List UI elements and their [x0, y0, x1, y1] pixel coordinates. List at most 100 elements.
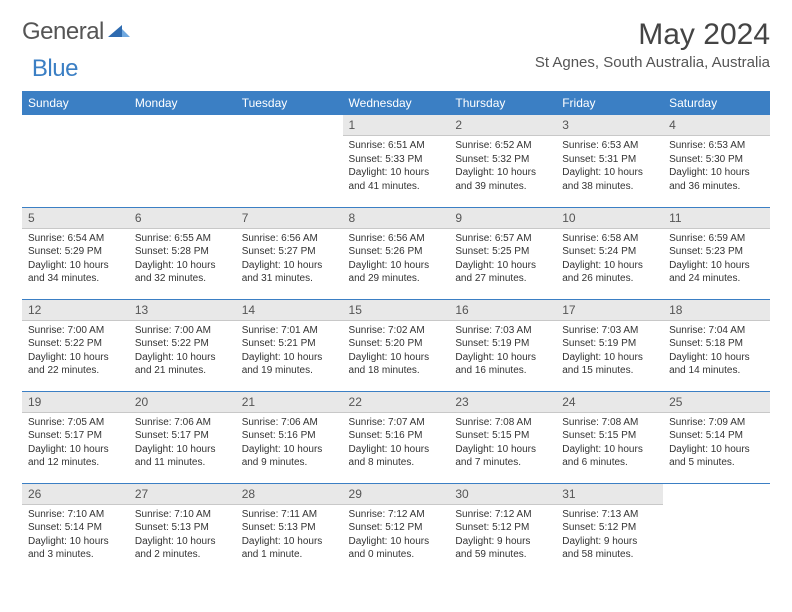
- calendar-cell: 7Sunrise: 6:56 AMSunset: 5:27 PMDaylight…: [236, 207, 343, 299]
- day-details: Sunrise: 7:08 AMSunset: 5:15 PMDaylight:…: [449, 413, 556, 474]
- day-details: Sunrise: 6:53 AMSunset: 5:31 PMDaylight:…: [556, 136, 663, 197]
- brand-word1: General: [22, 18, 104, 46]
- day-number: 13: [129, 300, 236, 321]
- calendar-cell: 8Sunrise: 6:56 AMSunset: 5:26 PMDaylight…: [343, 207, 450, 299]
- day-details: Sunrise: 7:03 AMSunset: 5:19 PMDaylight:…: [449, 321, 556, 382]
- day-details: Sunrise: 6:57 AMSunset: 5:25 PMDaylight:…: [449, 229, 556, 290]
- day-details: Sunrise: 7:00 AMSunset: 5:22 PMDaylight:…: [129, 321, 236, 382]
- day-number: 15: [343, 300, 450, 321]
- day-details: Sunrise: 7:11 AMSunset: 5:13 PMDaylight:…: [236, 505, 343, 566]
- calendar-cell: [129, 115, 236, 207]
- calendar-cell: 24Sunrise: 7:08 AMSunset: 5:15 PMDayligh…: [556, 391, 663, 483]
- day-number: 14: [236, 300, 343, 321]
- day-header: Saturday: [663, 91, 770, 115]
- day-number: 18: [663, 300, 770, 321]
- day-details: Sunrise: 7:06 AMSunset: 5:16 PMDaylight:…: [236, 413, 343, 474]
- calendar-cell: 22Sunrise: 7:07 AMSunset: 5:16 PMDayligh…: [343, 391, 450, 483]
- calendar-week-row: 12Sunrise: 7:00 AMSunset: 5:22 PMDayligh…: [22, 299, 770, 391]
- calendar-cell: 26Sunrise: 7:10 AMSunset: 5:14 PMDayligh…: [22, 483, 129, 575]
- day-number: 27: [129, 484, 236, 505]
- day-details: Sunrise: 7:13 AMSunset: 5:12 PMDaylight:…: [556, 505, 663, 566]
- brand-mark-icon: [108, 18, 130, 46]
- day-details: Sunrise: 7:03 AMSunset: 5:19 PMDaylight:…: [556, 321, 663, 382]
- month-title: May 2024: [535, 18, 770, 52]
- day-details: Sunrise: 7:08 AMSunset: 5:15 PMDaylight:…: [556, 413, 663, 474]
- day-details: Sunrise: 6:51 AMSunset: 5:33 PMDaylight:…: [343, 136, 450, 197]
- day-number: 1: [343, 115, 450, 136]
- calendar-week-row: 19Sunrise: 7:05 AMSunset: 5:17 PMDayligh…: [22, 391, 770, 483]
- day-number: 7: [236, 208, 343, 229]
- calendar-cell: [22, 115, 129, 207]
- calendar-cell: 15Sunrise: 7:02 AMSunset: 5:20 PMDayligh…: [343, 299, 450, 391]
- day-number: 12: [22, 300, 129, 321]
- calendar-week-row: 5Sunrise: 6:54 AMSunset: 5:29 PMDaylight…: [22, 207, 770, 299]
- calendar-cell: 18Sunrise: 7:04 AMSunset: 5:18 PMDayligh…: [663, 299, 770, 391]
- calendar-cell: 23Sunrise: 7:08 AMSunset: 5:15 PMDayligh…: [449, 391, 556, 483]
- day-details: Sunrise: 7:10 AMSunset: 5:13 PMDaylight:…: [129, 505, 236, 566]
- calendar-cell: 6Sunrise: 6:55 AMSunset: 5:28 PMDaylight…: [129, 207, 236, 299]
- day-number: 16: [449, 300, 556, 321]
- calendar-cell: 20Sunrise: 7:06 AMSunset: 5:17 PMDayligh…: [129, 391, 236, 483]
- title-block: May 2024 St Agnes, South Australia, Aust…: [535, 18, 770, 77]
- day-details: Sunrise: 7:12 AMSunset: 5:12 PMDaylight:…: [449, 505, 556, 566]
- calendar-header-row: SundayMondayTuesdayWednesdayThursdayFrid…: [22, 91, 770, 115]
- location-text: St Agnes, South Australia, Australia: [535, 54, 770, 71]
- day-header: Monday: [129, 91, 236, 115]
- calendar-cell: 30Sunrise: 7:12 AMSunset: 5:12 PMDayligh…: [449, 483, 556, 575]
- day-number: 21: [236, 392, 343, 413]
- day-details: Sunrise: 6:53 AMSunset: 5:30 PMDaylight:…: [663, 136, 770, 197]
- day-details: Sunrise: 7:00 AMSunset: 5:22 PMDaylight:…: [22, 321, 129, 382]
- calendar-cell: 3Sunrise: 6:53 AMSunset: 5:31 PMDaylight…: [556, 115, 663, 207]
- day-number: 22: [343, 392, 450, 413]
- day-number: 24: [556, 392, 663, 413]
- day-details: Sunrise: 7:10 AMSunset: 5:14 PMDaylight:…: [22, 505, 129, 566]
- calendar-cell: 1Sunrise: 6:51 AMSunset: 5:33 PMDaylight…: [343, 115, 450, 207]
- day-number: 30: [449, 484, 556, 505]
- calendar-cell: 2Sunrise: 6:52 AMSunset: 5:32 PMDaylight…: [449, 115, 556, 207]
- calendar-cell: 16Sunrise: 7:03 AMSunset: 5:19 PMDayligh…: [449, 299, 556, 391]
- calendar-cell: [663, 483, 770, 575]
- day-details: Sunrise: 6:56 AMSunset: 5:27 PMDaylight:…: [236, 229, 343, 290]
- day-details: Sunrise: 6:52 AMSunset: 5:32 PMDaylight:…: [449, 136, 556, 197]
- day-header: Wednesday: [343, 91, 450, 115]
- day-number: 23: [449, 392, 556, 413]
- calendar-cell: 19Sunrise: 7:05 AMSunset: 5:17 PMDayligh…: [22, 391, 129, 483]
- calendar-cell: 25Sunrise: 7:09 AMSunset: 5:14 PMDayligh…: [663, 391, 770, 483]
- day-details: Sunrise: 6:54 AMSunset: 5:29 PMDaylight:…: [22, 229, 129, 290]
- calendar-table: SundayMondayTuesdayWednesdayThursdayFrid…: [22, 91, 770, 575]
- day-details: Sunrise: 6:56 AMSunset: 5:26 PMDaylight:…: [343, 229, 450, 290]
- calendar-cell: 4Sunrise: 6:53 AMSunset: 5:30 PMDaylight…: [663, 115, 770, 207]
- day-number: 20: [129, 392, 236, 413]
- calendar-cell: 17Sunrise: 7:03 AMSunset: 5:19 PMDayligh…: [556, 299, 663, 391]
- day-details: Sunrise: 7:12 AMSunset: 5:12 PMDaylight:…: [343, 505, 450, 566]
- day-header: Thursday: [449, 91, 556, 115]
- brand-logo: General: [22, 18, 130, 46]
- day-number: 6: [129, 208, 236, 229]
- calendar-cell: 27Sunrise: 7:10 AMSunset: 5:13 PMDayligh…: [129, 483, 236, 575]
- calendar-cell: 14Sunrise: 7:01 AMSunset: 5:21 PMDayligh…: [236, 299, 343, 391]
- day-details: Sunrise: 7:07 AMSunset: 5:16 PMDaylight:…: [343, 413, 450, 474]
- calendar-cell: 31Sunrise: 7:13 AMSunset: 5:12 PMDayligh…: [556, 483, 663, 575]
- day-header: Sunday: [22, 91, 129, 115]
- day-details: Sunrise: 6:55 AMSunset: 5:28 PMDaylight:…: [129, 229, 236, 290]
- day-number: 11: [663, 208, 770, 229]
- day-details: Sunrise: 7:04 AMSunset: 5:18 PMDaylight:…: [663, 321, 770, 382]
- day-header: Tuesday: [236, 91, 343, 115]
- day-details: Sunrise: 6:58 AMSunset: 5:24 PMDaylight:…: [556, 229, 663, 290]
- day-number: 29: [343, 484, 450, 505]
- calendar-cell: 21Sunrise: 7:06 AMSunset: 5:16 PMDayligh…: [236, 391, 343, 483]
- calendar-cell: 5Sunrise: 6:54 AMSunset: 5:29 PMDaylight…: [22, 207, 129, 299]
- day-number: 2: [449, 115, 556, 136]
- calendar-cell: [236, 115, 343, 207]
- day-details: Sunrise: 7:09 AMSunset: 5:14 PMDaylight:…: [663, 413, 770, 474]
- calendar-cell: 9Sunrise: 6:57 AMSunset: 5:25 PMDaylight…: [449, 207, 556, 299]
- day-details: Sunrise: 7:02 AMSunset: 5:20 PMDaylight:…: [343, 321, 450, 382]
- calendar-cell: 13Sunrise: 7:00 AMSunset: 5:22 PMDayligh…: [129, 299, 236, 391]
- calendar-cell: 12Sunrise: 7:00 AMSunset: 5:22 PMDayligh…: [22, 299, 129, 391]
- day-number: 17: [556, 300, 663, 321]
- calendar-week-row: 1Sunrise: 6:51 AMSunset: 5:33 PMDaylight…: [22, 115, 770, 207]
- day-details: Sunrise: 6:59 AMSunset: 5:23 PMDaylight:…: [663, 229, 770, 290]
- day-details: Sunrise: 7:01 AMSunset: 5:21 PMDaylight:…: [236, 321, 343, 382]
- day-number: 4: [663, 115, 770, 136]
- brand-word2: Blue: [32, 55, 78, 83]
